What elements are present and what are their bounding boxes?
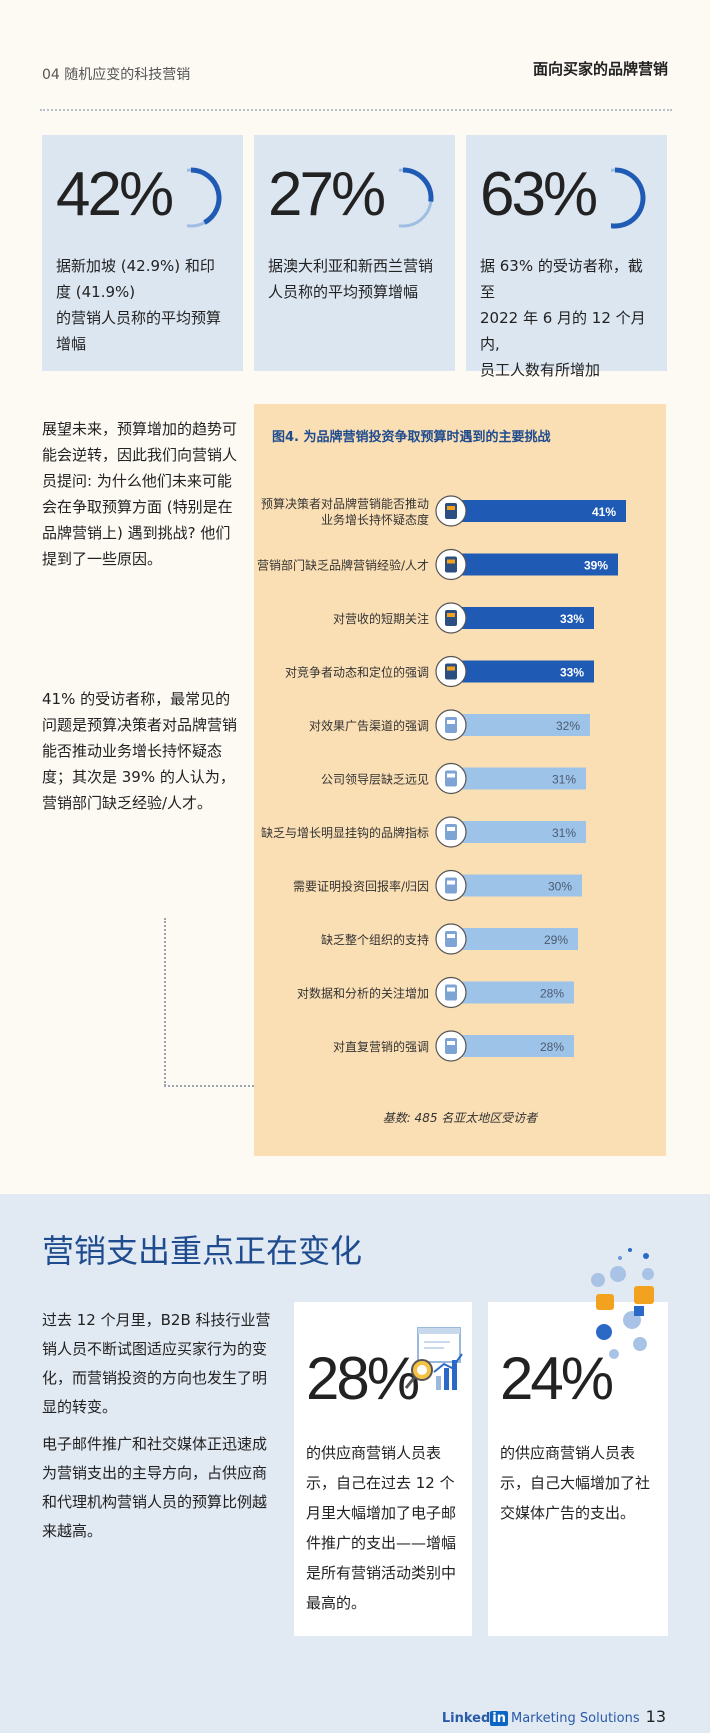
- social-media-icon: [591, 1248, 654, 1359]
- brand-name: Linked: [441, 1711, 491, 1726]
- bar-6: [462, 821, 586, 843]
- category-label: 公司领导层缺乏远见: [321, 772, 429, 787]
- stat-value: 63%: [480, 160, 598, 229]
- document-icon: [435, 923, 467, 955]
- stat-card-1: 42% 据新加坡 (42.9%) 和印度 (41.9%) 的营销人员称的平均预算增…: [42, 135, 243, 371]
- email-stat-card: 28% 的供应商营销人员表示，自己在过去 12 个月里大幅增加了电子邮件推广的支…: [294, 1302, 472, 1636]
- stat-description: 的供应商营销人员表示，自己大幅增加了社交媒体广告的支出。: [500, 1444, 651, 1522]
- bar-value-label: 29%: [544, 933, 568, 947]
- pie-chart-icon: [435, 709, 467, 741]
- bar-value-label: 33%: [560, 612, 584, 626]
- stat-card-3: 63% 据 63% 的受访者称，截至 2022 年 6 月的 12 个月内, 员工人…: [466, 135, 667, 379]
- bar-value-label: 39%: [584, 559, 608, 573]
- stat-value: 24%: [500, 1345, 614, 1412]
- category-label: 对数据和分析的关注增加: [297, 986, 429, 1001]
- category-label: 营销部门缺乏品牌营销经验/人才: [257, 558, 429, 573]
- challenges-chart: 图4. 为品牌营销投资争取预算时遇到的主要挑战 41% 预算决策者对品牌营销能否推…: [254, 404, 666, 1156]
- social-stat-card: 24% 的供应商营销人员表示，自己大幅增加了社交媒体广告的支出。: [488, 1302, 668, 1636]
- chart-footnote: 基数: 485 名亚太地区受访者: [382, 1111, 538, 1125]
- bar-value-label: 31%: [552, 826, 576, 840]
- footer: Linked in Marketing Solutions 13: [442, 1707, 666, 1726]
- ring-progress-icon: [399, 167, 434, 228]
- section-heading: 营销支出重点正在变化: [42, 1232, 363, 1270]
- page-title: 面向买家的品牌营销: [532, 60, 668, 78]
- dashboard-icon: [435, 816, 467, 848]
- category-label: 对直复营销的强调: [333, 1039, 429, 1054]
- gear-people-icon: [435, 548, 467, 581]
- category-label: 对效果广告渠道的强调: [309, 718, 429, 733]
- category-label: 预算决策者对品牌营销能否推动: [261, 496, 429, 511]
- spending-paragraph-1: 过去 12 个月里，B2B 科技行业营销人员不断试图适应买家行为的变化，而营销投…: [42, 1311, 271, 1416]
- competitor-people-icon: [435, 655, 467, 688]
- bar-value-label: 28%: [540, 1040, 564, 1054]
- bar-3: [462, 660, 594, 683]
- category-label: 缺乏整个组织的支持: [321, 932, 429, 947]
- header-divider: [40, 109, 672, 111]
- stat-description: 据新加坡 (42.9%) 和印度 (41.9%) 的营销人员称的平均预算增幅: [56, 257, 222, 353]
- bar-value-label: 30%: [548, 880, 572, 894]
- linkedin-logo: in: [490, 1711, 508, 1726]
- stat-description: 的供应商营销人员表示，自己在过去 12 个月里大幅增加了电子邮件推广的支出——增…: [306, 1444, 457, 1612]
- megaphone-icon: [435, 1030, 467, 1062]
- chart-title: 图4. 为品牌营销投资争取预算时遇到的主要挑战: [272, 430, 551, 445]
- bar-value-label: 32%: [556, 719, 580, 733]
- bar-value-label: 41%: [592, 505, 616, 519]
- ring-arc: [190, 167, 222, 225]
- clipboard-icon: [435, 869, 467, 902]
- stat-description: 据澳大利亚和新西兰营销 人员称的平均预算增幅: [268, 257, 434, 301]
- stat-value: 27%: [268, 160, 386, 229]
- category-label: 缺乏与增长明显挂钩的品牌指标: [261, 825, 429, 840]
- ring-arc: [611, 167, 646, 229]
- money-bag-icon: [435, 602, 467, 634]
- calculator-icon: [435, 495, 467, 527]
- category-label: 对营收的短期关注: [333, 611, 429, 626]
- bar-value-label: 31%: [552, 773, 576, 787]
- ring-progress-icon: [187, 167, 222, 228]
- finding-paragraph: 41% 的受访者称，最常见的问题是预算决策者对品牌营销能否推动业务增长持怀疑态度…: [42, 690, 238, 812]
- bar-chart-icon: [435, 976, 467, 1009]
- bar-10: [462, 1035, 574, 1057]
- email-analytics-icon: [404, 1327, 463, 1390]
- chart-canvas: 41% 预算决策者对品牌营销能否推动业务增长持怀疑态度 39% 营销部门缺乏品牌营销经…: [257, 495, 626, 1062]
- connector-line: [164, 918, 166, 1086]
- stat-value: 42%: [56, 160, 174, 229]
- bar-5: [462, 767, 586, 790]
- category-label: 业务增长持怀疑态度: [321, 512, 429, 527]
- brand-tagline: Marketing Solutions: [510, 1711, 640, 1726]
- section-label: 04 随机应变的科技营销: [42, 67, 191, 83]
- ring-progress-icon: [611, 167, 646, 229]
- bar-7: [462, 874, 582, 897]
- connector-line: [164, 1085, 286, 1087]
- stat-value: 28%: [306, 1345, 420, 1412]
- bar-1: [462, 553, 618, 576]
- category-label: 需要证明投资回报率/归因: [293, 879, 429, 894]
- bar-value-label: 28%: [540, 987, 564, 1001]
- intro-paragraph: 展望未来，预算增加的趋势可能会逆转，因此我们向营销人员提问: 为什么他们未来可能…: [42, 420, 238, 568]
- bar-0: [462, 500, 626, 522]
- bar-2: [462, 607, 594, 629]
- category-label: 对竞争者动态和定位的强调: [285, 665, 429, 680]
- stat-card-2: 27% 据澳大利亚和新西兰营销 人员称的平均预算增幅: [254, 135, 455, 371]
- bar-4: [462, 714, 590, 736]
- spending-paragraph-2: 电子邮件推广和社交媒体正迅速成为营销支出的主导方向，占供应商和代理机构营销人员的…: [42, 1435, 268, 1540]
- ring-arc: [402, 167, 434, 202]
- glasses-icon: [435, 762, 467, 795]
- bar-8: [462, 928, 578, 950]
- page-number: 13: [645, 1707, 666, 1726]
- bar-value-label: 33%: [560, 666, 584, 680]
- bar-9: [462, 981, 574, 1004]
- stat-description: 据 63% 的受访者称，截至 2022 年 6 月的 12 个月内, 员工人数有所增…: [480, 257, 646, 379]
